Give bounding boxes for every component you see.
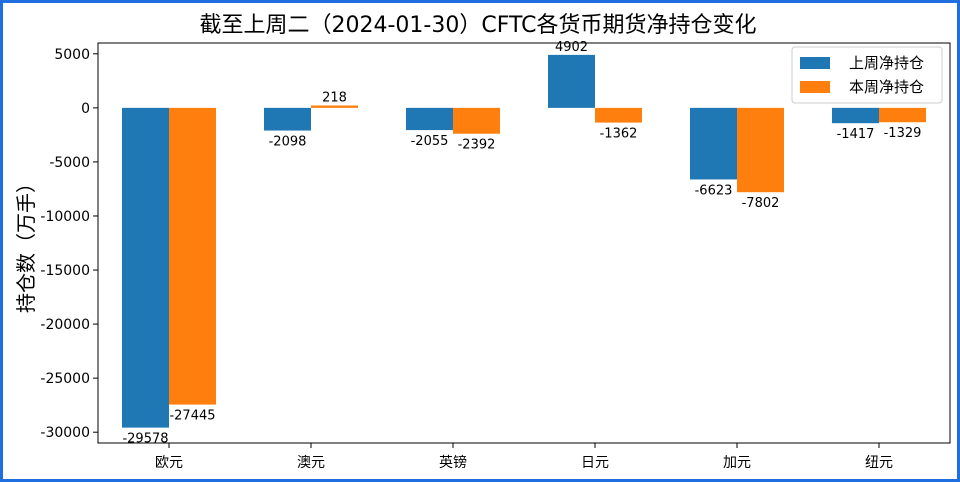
chart-title: 截至上周二（2024-01-30）CFTC各货币期货净持仓变化: [200, 13, 757, 38]
data-label: -29578: [122, 432, 168, 447]
bar-this-week: [595, 107, 642, 123]
data-label: -1362: [600, 127, 638, 142]
data-label: -2055: [411, 134, 449, 149]
x-axis: 欧元 澳元 英镑 日元 加元 纽元: [155, 443, 893, 471]
bar-this-week: [879, 107, 926, 123]
data-label: -2392: [458, 138, 496, 153]
x-tick-label: 日元: [581, 455, 609, 471]
x-tick-label: 纽元: [865, 455, 893, 471]
data-label: -27445: [169, 409, 215, 424]
x-tick-label: 欧元: [155, 455, 183, 471]
data-label: -1417: [837, 127, 875, 142]
y-tick-label: -20000: [40, 317, 90, 333]
data-label: -1329: [884, 126, 922, 141]
x-tick-label: 加元: [723, 455, 751, 471]
bar-this-week: [169, 107, 216, 405]
y-tick-label: -15000: [40, 263, 90, 279]
legend-swatch-last-week: [800, 57, 830, 69]
legend-label-last-week: 上周净持仓: [849, 54, 924, 72]
plot-area: [97, 42, 951, 444]
bar-last-week: [122, 107, 169, 428]
bars: -29578-27445 -2098 218 -2055 -2392 4902 -1362 -…: [122, 40, 926, 447]
y-tick-label: 0: [81, 101, 90, 117]
y-axis-label: 持仓数（万手）: [14, 173, 38, 313]
bar-last-week: [548, 54, 595, 108]
y-tick-label: -10000: [40, 209, 90, 225]
legend-swatch-this-week: [800, 81, 830, 93]
data-label: -2098: [269, 135, 307, 150]
data-label: 218: [322, 91, 347, 106]
legend-label-this-week: 本周净持仓: [849, 78, 924, 96]
x-tick-label: 澳元: [297, 455, 325, 471]
y-tick-label: -5000: [49, 155, 90, 171]
bar-this-week: [311, 105, 358, 108]
data-label: 4902: [555, 40, 588, 55]
legend: 上周净持仓 本周净持仓: [791, 46, 943, 104]
y-axis: 5000 0 -5000 -10000 -15000 -20000 -25000 -30000: [40, 47, 98, 441]
data-label: -7802: [742, 196, 780, 211]
data-label: -6623: [695, 183, 733, 198]
bar-last-week: [264, 107, 311, 131]
bar-last-week: [832, 107, 879, 124]
y-tick-label: 5000: [54, 47, 90, 63]
bar-chart: 截至上周二（2024-01-30）CFTC各货币期货净持仓变化 持仓数（万手） …: [14, 13, 951, 471]
y-tick-label: -25000: [40, 371, 90, 387]
bar-this-week: [737, 107, 784, 193]
y-tick-label: -30000: [40, 425, 90, 441]
x-tick-label: 英镑: [439, 454, 467, 471]
bar-last-week: [690, 107, 737, 180]
bar-last-week: [406, 107, 453, 131]
bar-this-week: [453, 107, 500, 134]
